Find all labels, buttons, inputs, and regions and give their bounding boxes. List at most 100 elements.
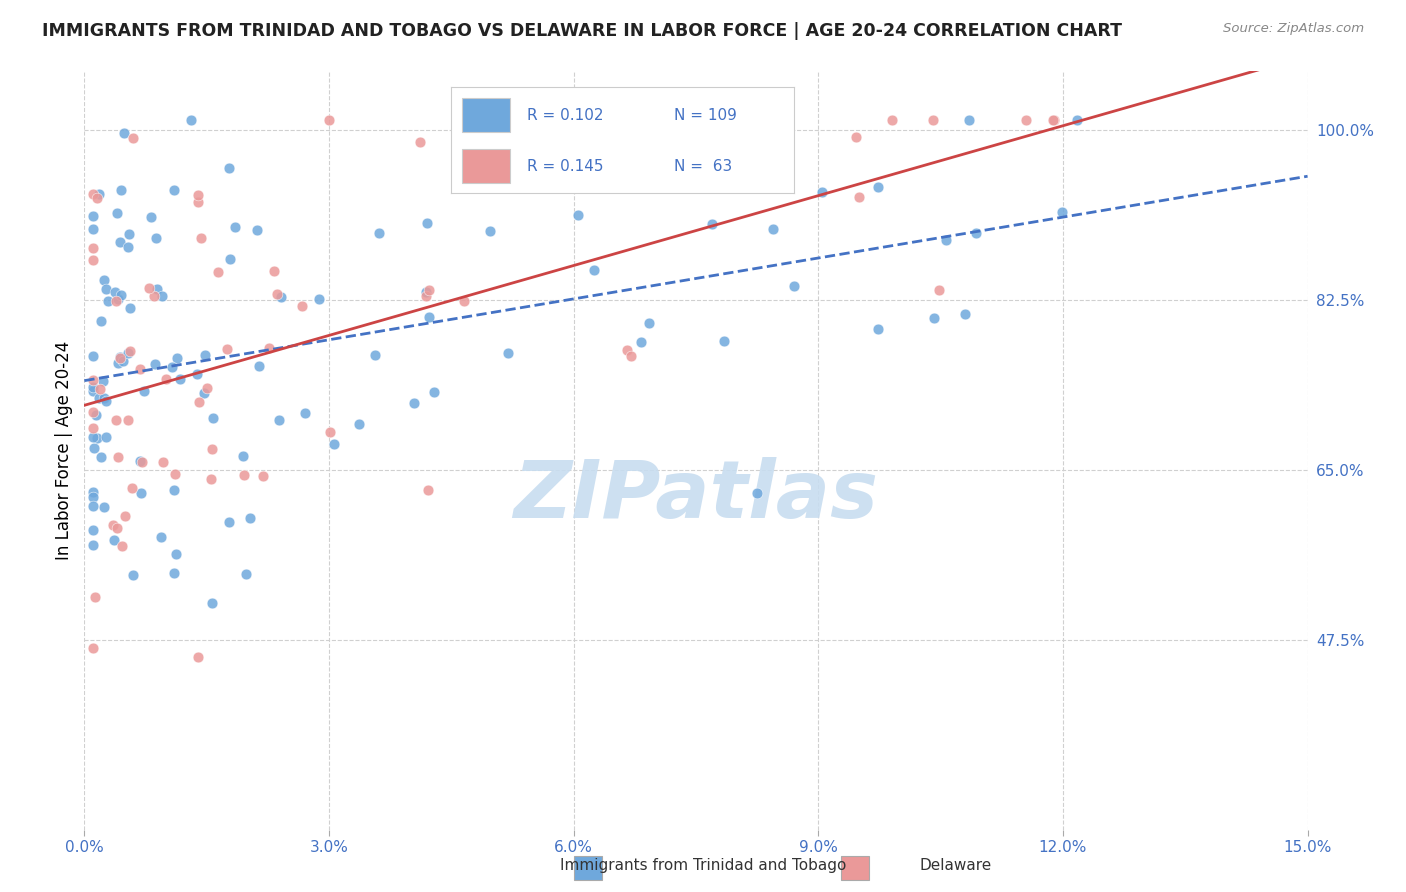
Point: [1042, 112, 1064, 127]
Point: [93, 391, 115, 405]
FancyBboxPatch shape: [841, 856, 869, 880]
Point: [118, 227, 141, 242]
Point: [107, 450, 129, 465]
Point: [82, 209, 104, 223]
Point: [1050, 204, 1073, 219]
Point: [121, 567, 143, 582]
Point: [745, 486, 768, 500]
Point: [104, 413, 127, 427]
Point: [138, 281, 160, 295]
Point: [169, 372, 191, 386]
Point: [93, 273, 115, 287]
Point: [82, 384, 104, 399]
Point: [149, 531, 172, 545]
Point: [82, 485, 104, 500]
Point: [129, 362, 152, 376]
Point: [90, 450, 112, 465]
Point: [82, 421, 104, 435]
Point: [89, 187, 111, 202]
Point: [101, 518, 124, 533]
Point: [762, 222, 785, 236]
Point: [190, 231, 212, 245]
Point: [416, 216, 439, 230]
Y-axis label: In Labor Force | Age 20-24: In Labor Force | Age 20-24: [55, 341, 73, 560]
Point: [194, 348, 217, 362]
Point: [83, 591, 105, 605]
Point: [219, 252, 242, 267]
Point: [187, 195, 209, 210]
Point: [94, 429, 117, 443]
Point: [107, 293, 129, 307]
Point: [582, 263, 605, 277]
Point: [478, 223, 501, 237]
Point: [96, 282, 118, 296]
Point: [160, 360, 183, 375]
Point: [318, 112, 340, 127]
Point: [108, 350, 131, 364]
Text: IMMIGRANTS FROM TRINIDAD AND TOBAGO VS DELAWARE IN LABOR FORCE | AGE 20-24 CORRE: IMMIGRANTS FROM TRINIDAD AND TOBAGO VS D…: [42, 22, 1122, 40]
Point: [90, 314, 112, 328]
Point: [418, 283, 440, 297]
Point: [415, 285, 437, 299]
Point: [82, 640, 104, 655]
Point: [247, 359, 270, 373]
Point: [567, 208, 589, 222]
Point: [82, 349, 104, 363]
Point: [97, 294, 120, 309]
Point: [195, 381, 218, 395]
Point: [82, 222, 104, 236]
Point: [165, 547, 187, 561]
Point: [82, 499, 104, 513]
Point: [935, 233, 957, 247]
Point: [110, 183, 132, 197]
Point: [180, 112, 202, 127]
Point: [132, 384, 155, 399]
Point: [112, 127, 135, 141]
Point: [453, 294, 475, 309]
Point: [82, 490, 104, 504]
Point: [120, 301, 142, 315]
Point: [415, 289, 437, 303]
Point: [165, 467, 187, 481]
Point: [193, 386, 215, 401]
Point: [103, 533, 125, 547]
Point: [772, 162, 794, 177]
Point: [114, 509, 136, 524]
Point: [252, 469, 274, 483]
Point: [1015, 112, 1038, 127]
Point: [246, 223, 269, 237]
Point: [200, 472, 222, 486]
Point: [155, 371, 177, 385]
Point: [117, 240, 139, 254]
Point: [235, 566, 257, 581]
Point: [187, 650, 209, 665]
Point: [1042, 112, 1064, 127]
Point: [700, 217, 723, 231]
Point: [267, 413, 290, 427]
Point: [880, 112, 903, 127]
Point: [142, 289, 165, 303]
Point: [498, 345, 520, 359]
Point: [630, 334, 652, 349]
FancyBboxPatch shape: [574, 856, 602, 880]
Point: [232, 449, 254, 463]
Point: [347, 417, 370, 431]
Point: [409, 136, 432, 150]
Point: [89, 382, 111, 396]
Point: [218, 161, 240, 175]
Point: [82, 373, 104, 387]
Point: [146, 282, 169, 296]
Point: [91, 374, 114, 388]
Point: [82, 405, 104, 419]
Point: [965, 226, 987, 240]
Point: [111, 539, 134, 553]
Point: [201, 596, 224, 610]
Point: [82, 524, 104, 538]
Point: [201, 442, 224, 457]
Point: [141, 210, 163, 224]
Point: [953, 307, 976, 321]
Point: [143, 357, 166, 371]
Point: [291, 299, 314, 313]
Point: [404, 396, 426, 410]
Point: [162, 566, 184, 581]
